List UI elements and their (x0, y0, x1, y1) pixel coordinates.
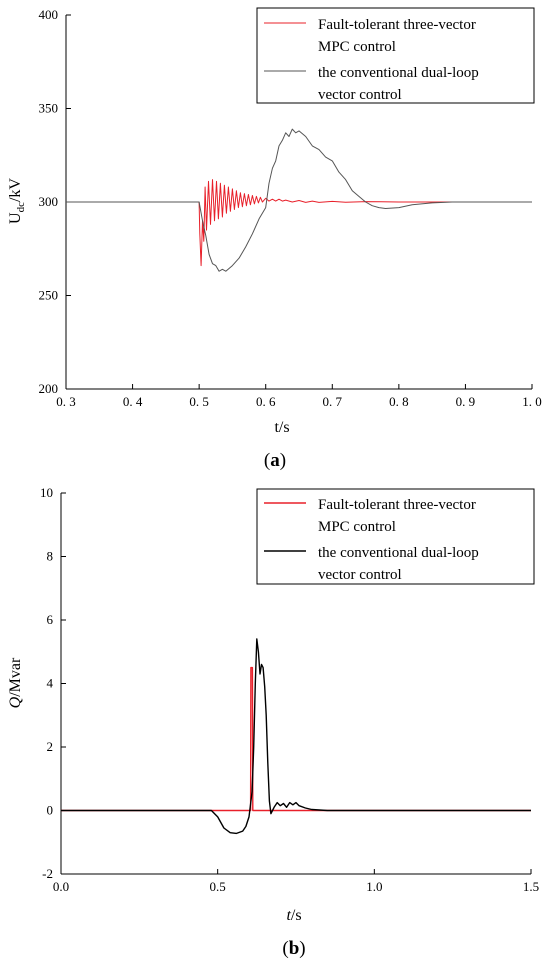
chart-b-series (61, 638, 531, 835)
chart-a-panel-letter: a (270, 450, 280, 471)
legend-label-conventional-line1: the conventional dual-loop (318, 65, 479, 81)
chart-a-series (66, 128, 532, 272)
y-tick-label: 0 (47, 803, 54, 818)
x-tick-label: 0. 3 (56, 394, 76, 409)
chart-a-panel-label: (a) (264, 450, 286, 471)
chart-b-xlabel-var: t (286, 907, 291, 924)
legend-label-fault-tolerant-line1: Fault-tolerant three-vector (318, 497, 476, 513)
y-tick-label: 350 (39, 101, 59, 116)
chart-a-ylabel: Udc/kV (7, 178, 27, 224)
x-tick-label: 0. 4 (123, 394, 143, 409)
legend-label-fault-tolerant-line1: Fault-tolerant three-vector (318, 17, 476, 33)
chart-b-ylabel-var: Q (7, 696, 24, 708)
chart-a-ylabel-sub: dc (15, 202, 27, 213)
x-tick-label: 0.0 (53, 879, 69, 894)
legend-box (256, 7, 535, 104)
y-tick-label: 6 (47, 612, 54, 627)
chart-b-panel-label: (b) (282, 938, 305, 959)
y-tick-label: 250 (39, 288, 59, 303)
y-tick-label: 8 (47, 549, 54, 564)
chart-b: 0.0 0.5 1.0 1.5 -2 0 2 4 6 8 10 t/s Q/Mvar (b) Fau… (7, 485, 539, 959)
legend-label-conventional-line1: the conventional dual-loop (318, 545, 479, 561)
chart-b-ylabel-unit: /Mvar (7, 657, 24, 697)
y-tick-label: 400 (39, 7, 59, 22)
y-tick-label: 300 (39, 194, 59, 209)
series-line-fault-tolerant (61, 666, 531, 812)
chart-b-xlabel: t/s (286, 907, 301, 924)
chart-a-ylabel-main: U (7, 212, 24, 224)
y-tick-label: -2 (42, 866, 53, 881)
chart-a-axes: 0. 3 0. 4 0. 5 0. 6 0. 7 0. 8 0. 9 1. 0 200 250 30… (39, 7, 542, 409)
legend-label-conventional-line2: vector control (318, 567, 402, 583)
chart-b-xlabel-unit: /s (291, 907, 302, 924)
y-tick-label: 4 (47, 676, 54, 691)
chart-b-panel-letter: b (289, 938, 300, 959)
legend-label-conventional-line2: vector control (318, 87, 402, 103)
x-tick-label: 0.5 (210, 879, 226, 894)
chart-a-ylabel-rest: /kV (7, 178, 24, 202)
chart-b-ylabel: Q/Mvar (7, 657, 24, 708)
chart-a-xlabel: t/s (274, 419, 289, 436)
x-tick-label: 0. 7 (323, 394, 343, 409)
y-tick-label: 200 (39, 381, 59, 396)
series-line-conventional (61, 638, 531, 835)
chart-a-legend: Fault-tolerant three-vector MPC control … (256, 7, 535, 104)
x-tick-label: 0. 6 (256, 394, 276, 409)
x-tick-label: 1.5 (523, 879, 539, 894)
legend-label-fault-tolerant-line2: MPC control (318, 39, 396, 55)
series-line-conventional (66, 128, 532, 272)
x-tick-label: 0. 9 (456, 394, 476, 409)
series-line-fault-tolerant (66, 179, 532, 267)
legend-label-fault-tolerant-line2: MPC control (318, 519, 396, 535)
x-tick-label: 0. 8 (389, 394, 409, 409)
x-tick-label: 1. 0 (522, 394, 542, 409)
legend-box (256, 488, 535, 585)
x-tick-label: 0. 5 (189, 394, 209, 409)
x-tick-label: 1.0 (366, 879, 382, 894)
y-tick-label: 10 (40, 485, 53, 500)
chart-a: 0. 3 0. 4 0. 5 0. 6 0. 7 0. 8 0. 9 1. 0 200 250 30… (7, 7, 542, 471)
chart-b-legend: Fault-tolerant three-vector MPC control … (256, 488, 535, 585)
y-tick-label: 2 (47, 739, 54, 754)
